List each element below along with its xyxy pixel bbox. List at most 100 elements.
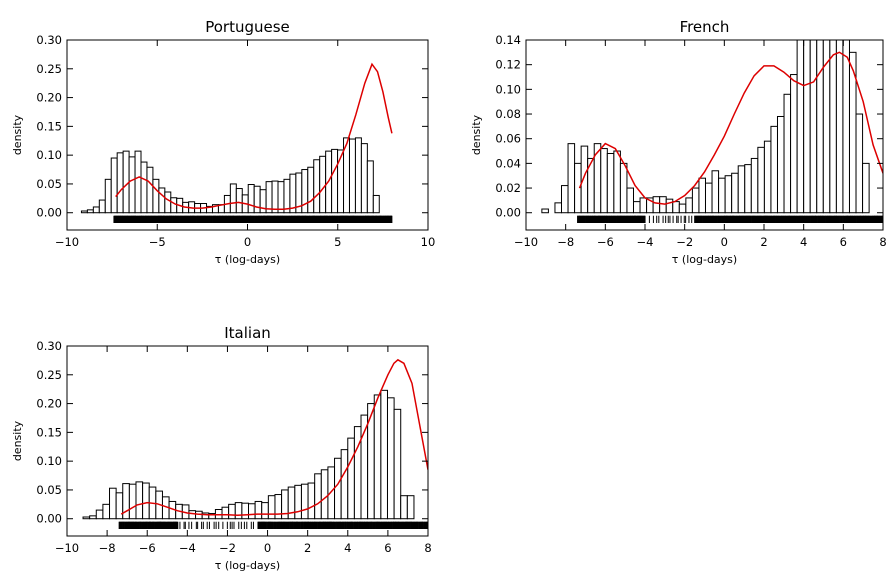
rug-plot xyxy=(118,521,428,529)
y-tick-label: 0.00 xyxy=(36,206,62,220)
x-tick-label: 10 xyxy=(421,235,436,249)
histogram-bar xyxy=(757,146,765,214)
histogram-bar xyxy=(626,187,634,214)
histogram-bar xyxy=(347,437,355,520)
x-tick-label: 0 xyxy=(264,541,271,555)
histogram-bar xyxy=(400,495,408,520)
y-tick-label: 0.30 xyxy=(36,339,62,353)
chart-panel-french: −10 −8 −6 −4 −2 0 2 4 6 8 0.00 0.02 0.04 0.06 0.08 0.10… xyxy=(470,18,887,266)
histogram-bar xyxy=(731,172,739,214)
y-tick-label: 0.10 xyxy=(36,148,62,162)
histogram-bar xyxy=(128,156,136,214)
histogram-bar xyxy=(80,210,88,214)
histogram-bar xyxy=(104,178,112,214)
axes-frame xyxy=(66,345,429,537)
histogram-bar xyxy=(567,143,576,214)
x-tick-label: 4 xyxy=(800,235,807,249)
histogram-bar xyxy=(248,503,256,520)
histogram-bar xyxy=(372,194,380,214)
histogram-bar xyxy=(164,191,172,214)
histogram-bar xyxy=(711,170,720,214)
y-tick-label: 0.10 xyxy=(36,454,62,468)
histogram-bar xyxy=(134,150,142,214)
histogram-bar xyxy=(366,160,374,214)
histogram-bar xyxy=(115,492,124,520)
histogram-bar xyxy=(313,159,321,214)
x-tick-label: −8 xyxy=(99,541,116,555)
histogram-bar xyxy=(274,494,283,520)
y-tick-label: 0.25 xyxy=(36,62,62,76)
plot-area xyxy=(541,40,883,223)
histogram-bar xyxy=(790,74,798,214)
histogram-bar xyxy=(110,157,118,214)
histogram-bar xyxy=(803,40,811,214)
histogram-bar xyxy=(373,394,382,520)
histogram-bar xyxy=(704,182,713,214)
density-curve xyxy=(115,62,393,211)
histogram-bar xyxy=(340,449,349,520)
histogram-bar xyxy=(809,40,818,214)
histogram-bar xyxy=(691,187,700,214)
histogram-bar xyxy=(301,169,309,214)
histogram-bar xyxy=(221,506,230,520)
x-tick-label: −10 xyxy=(514,235,538,249)
histogram-bar xyxy=(98,199,106,214)
histogram-bar xyxy=(652,196,661,214)
histogram-bar xyxy=(135,481,144,520)
histogram-bar xyxy=(261,502,269,520)
histogram-bar xyxy=(146,166,154,214)
histogram-bar xyxy=(842,40,850,214)
y-axis-label: density xyxy=(11,420,24,461)
histogram-bar xyxy=(235,188,243,214)
histogram-bar xyxy=(822,40,831,214)
y-tick-label: 0.00 xyxy=(495,206,521,220)
histogram-bar xyxy=(294,484,302,520)
histogram-bar xyxy=(229,183,237,214)
histogram-bar xyxy=(327,466,336,520)
y-tick-label: 0.08 xyxy=(495,107,521,121)
histogram-bar xyxy=(89,515,97,520)
histogram-bar xyxy=(92,206,100,214)
histogram-bar xyxy=(122,150,130,214)
histogram-bar xyxy=(307,166,315,214)
histogram-bar xyxy=(724,175,733,214)
histogram-bar xyxy=(247,184,255,214)
histogram-bar xyxy=(158,187,166,214)
x-tick-label: 6 xyxy=(840,235,847,249)
histogram-bar xyxy=(750,157,759,214)
histogram-bar xyxy=(718,177,726,214)
histogram-bar xyxy=(541,208,549,214)
histogram-bar xyxy=(606,153,615,214)
histogram-bar xyxy=(380,389,388,520)
histogram-bar xyxy=(600,148,608,214)
x-tick-label: −8 xyxy=(557,235,574,249)
histogram-bar xyxy=(142,482,150,520)
y-tick-label: 0.05 xyxy=(36,483,62,497)
histogram-bar xyxy=(770,125,778,214)
x-tick-label: −10 xyxy=(55,541,79,555)
x-tick-label: 4 xyxy=(344,541,351,555)
x-axis-label: τ (log-days) xyxy=(215,559,280,572)
x-tick-label: 0 xyxy=(721,235,728,249)
histogram-bar xyxy=(393,408,402,520)
histogram-bar xyxy=(241,502,250,520)
histogram-bar xyxy=(619,162,628,214)
chart-title: Portuguese xyxy=(205,18,290,36)
y-tick-label: 0.05 xyxy=(36,177,62,191)
x-tick-label: 2 xyxy=(304,541,311,555)
histogram-bar xyxy=(319,155,327,214)
histogram-bar xyxy=(152,178,160,214)
histogram-bar xyxy=(228,503,236,520)
histogram-bar xyxy=(334,457,342,520)
histogram-bar xyxy=(331,148,339,214)
histogram-bar xyxy=(835,40,844,214)
x-tick-label: 2 xyxy=(760,235,767,249)
y-tick-label: 0.20 xyxy=(36,397,62,411)
y-tick-label: 0.00 xyxy=(36,512,62,526)
plot-area xyxy=(80,62,393,223)
x-tick-label: 0 xyxy=(244,235,251,249)
x-tick-label: 6 xyxy=(384,541,391,555)
y-tick-label: 0.04 xyxy=(495,156,521,170)
histogram-bar xyxy=(314,473,322,520)
